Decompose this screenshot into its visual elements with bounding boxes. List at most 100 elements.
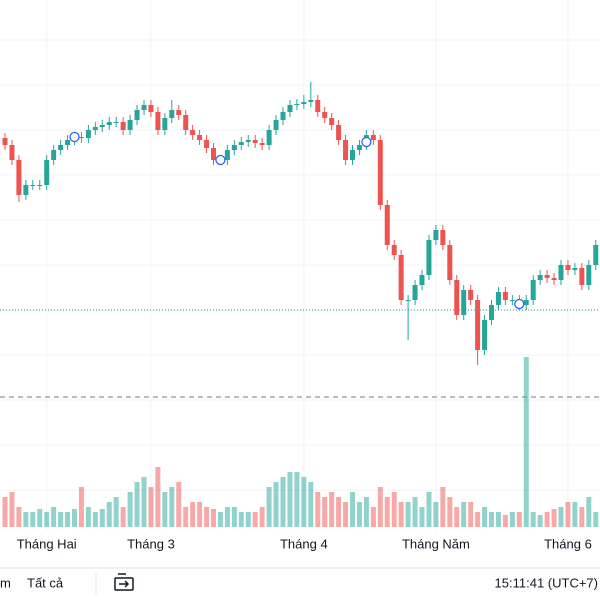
volume-bar xyxy=(356,502,362,527)
volume-bar xyxy=(120,507,126,527)
candle-body xyxy=(162,118,168,130)
volume-bar xyxy=(454,507,460,527)
candle-body xyxy=(391,245,397,255)
candle-body xyxy=(482,320,488,350)
volume-bar xyxy=(2,497,8,527)
candle-body xyxy=(148,105,154,112)
volume-bar xyxy=(544,512,550,527)
volume-bar xyxy=(162,492,168,527)
volume-bar xyxy=(9,492,15,527)
candle-body xyxy=(30,185,36,186)
candle-body xyxy=(593,245,599,265)
candle-body xyxy=(190,130,196,135)
candle-body xyxy=(558,265,564,280)
candle-body xyxy=(197,135,203,140)
volume-bar xyxy=(85,507,91,527)
compare-icon[interactable] xyxy=(114,573,134,591)
volume-bar xyxy=(106,502,112,527)
volume-bar xyxy=(176,482,182,527)
volume-bar xyxy=(51,507,57,527)
candle-body xyxy=(92,127,98,130)
volume-bar xyxy=(190,502,196,527)
candle-body xyxy=(252,140,258,143)
candle-body xyxy=(183,115,189,130)
volume-bar xyxy=(565,502,571,527)
event-marker xyxy=(215,154,226,166)
volume-bar xyxy=(65,512,71,527)
volume-bar xyxy=(579,507,585,527)
candle-body xyxy=(523,300,529,305)
volume-bar xyxy=(204,507,210,527)
candle-body xyxy=(211,148,216,160)
volume-bar xyxy=(370,507,376,527)
candle-body xyxy=(572,268,578,270)
volume-bar xyxy=(363,497,369,527)
range-button[interactable]: m xyxy=(0,575,11,590)
volume-bar xyxy=(398,502,404,527)
candle-body xyxy=(204,140,210,148)
volume-bar xyxy=(30,512,36,527)
candle-body xyxy=(426,240,432,275)
volume-bar xyxy=(99,509,105,527)
candle-body xyxy=(336,125,342,140)
volume-bar xyxy=(461,502,467,527)
volume-bar xyxy=(287,472,293,527)
candle-body xyxy=(537,275,543,280)
candle-body xyxy=(113,122,119,123)
volume-bar xyxy=(350,492,355,527)
volume-bar xyxy=(308,482,314,527)
volume-bar xyxy=(217,512,223,527)
volume-bar xyxy=(169,487,175,527)
x-tick-label: Tháng 4 xyxy=(280,536,328,551)
volume-bar xyxy=(516,512,522,527)
candle-body xyxy=(9,145,15,160)
candle-body xyxy=(106,122,112,125)
candle-body xyxy=(551,278,557,280)
candle-body xyxy=(565,265,571,270)
candle-body xyxy=(294,104,300,105)
candle-body xyxy=(245,140,251,142)
event-marker xyxy=(361,136,372,148)
volume-bar xyxy=(405,502,411,527)
candle-body xyxy=(266,130,272,145)
candle-body xyxy=(23,185,29,195)
candle-body xyxy=(356,145,362,150)
volume-bar xyxy=(530,512,536,527)
volume-bar xyxy=(245,512,251,527)
candle-body xyxy=(412,285,418,300)
x-tick-label: Tháng Hai xyxy=(17,536,77,551)
candle-body xyxy=(287,105,293,112)
volume-bar xyxy=(419,507,425,527)
volume-bar xyxy=(301,477,307,527)
candle-body xyxy=(530,280,536,300)
candle-body xyxy=(377,140,383,205)
volume-bar xyxy=(224,507,230,527)
volume-bar xyxy=(78,487,84,527)
volume-bar xyxy=(523,357,529,527)
candle-body xyxy=(544,275,550,278)
candle-body xyxy=(579,268,585,285)
candle-body xyxy=(350,150,355,160)
candle-body xyxy=(16,160,22,195)
candle-body xyxy=(58,145,64,150)
volume-bar xyxy=(391,492,397,527)
volume-bar xyxy=(44,512,50,527)
volume-bar xyxy=(16,507,22,527)
candle-body xyxy=(2,138,8,145)
event-marker xyxy=(514,298,525,310)
candle-body xyxy=(343,140,349,160)
candle-body xyxy=(419,275,425,285)
event-marker xyxy=(69,131,80,143)
candle-body xyxy=(273,120,279,130)
volume-bar xyxy=(475,512,481,527)
all-button[interactable]: Tất cả xyxy=(27,575,64,590)
volume-bar xyxy=(315,492,321,527)
candle-body xyxy=(134,110,140,120)
volume-bar xyxy=(127,492,133,527)
volume-bar xyxy=(537,515,543,527)
candle-body xyxy=(495,292,501,305)
volume-bar xyxy=(252,512,258,527)
volume-bar xyxy=(266,487,272,527)
volume-bar xyxy=(509,512,515,527)
